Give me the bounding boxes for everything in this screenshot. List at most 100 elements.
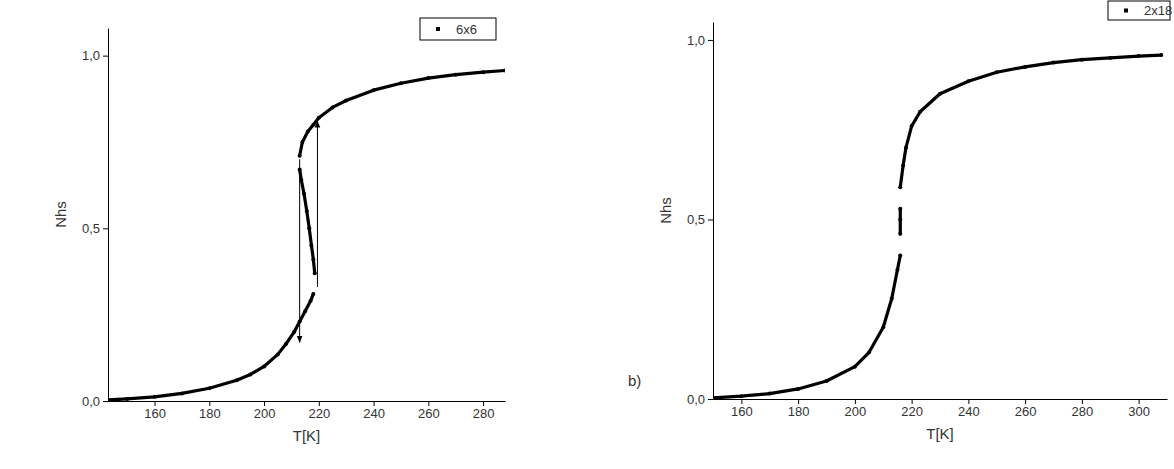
- x-tick-label: 200: [845, 404, 867, 419]
- x-tick: 160: [144, 401, 166, 421]
- y-tick-mark: [708, 399, 713, 400]
- x-tick: 200: [845, 399, 867, 419]
- x-tick-label: 300: [1128, 404, 1150, 419]
- x-tick: 200: [254, 401, 276, 421]
- y-tick: 0,5: [82, 221, 108, 236]
- data-point: [262, 364, 266, 368]
- x-tick: 240: [958, 399, 980, 419]
- y-tick-label: 1,0: [82, 48, 100, 63]
- series-line: [713, 55, 1161, 398]
- y-tick-label: 0,5: [82, 221, 100, 236]
- x-tick: 160: [731, 399, 753, 419]
- y-tick: 0,0: [687, 392, 713, 407]
- data-point: [768, 392, 772, 396]
- data-point: [995, 70, 999, 74]
- arrow: [299, 159, 300, 342]
- legend-symbol: [436, 27, 440, 31]
- data-point: [292, 330, 296, 334]
- data-point: [317, 116, 321, 120]
- series-line: [108, 70, 505, 399]
- data-point: [454, 73, 458, 77]
- y-tick: 1,0: [82, 48, 108, 63]
- data-point: [311, 292, 315, 296]
- data-point: [153, 395, 157, 399]
- data-point: [1137, 54, 1141, 58]
- x-axis-title: T[K]: [293, 427, 321, 444]
- data-point: [311, 123, 315, 127]
- data-point: [1080, 58, 1084, 62]
- x-tick-label: 240: [363, 406, 385, 421]
- data-point: [108, 398, 110, 401]
- data-point: [276, 352, 280, 356]
- arrow: [317, 121, 318, 287]
- x-tick-label: 180: [199, 406, 221, 421]
- data-point: [284, 342, 288, 346]
- data-point: [306, 130, 310, 134]
- x-tick: 180: [199, 401, 221, 421]
- data-point: [372, 88, 376, 92]
- data-point: [311, 257, 315, 261]
- x-axis-line: [109, 401, 506, 402]
- x-tick-label: 220: [308, 406, 330, 421]
- data-point: [881, 325, 885, 329]
- data-point: [898, 185, 902, 189]
- data-point: [898, 207, 902, 211]
- data-point: [481, 70, 485, 74]
- data-point: [300, 140, 304, 144]
- legend-box: [420, 18, 496, 40]
- x-tick-label: 160: [731, 404, 753, 419]
- data-point: [918, 110, 922, 114]
- data-point: [853, 365, 857, 369]
- y-axis-line: [713, 23, 714, 400]
- data-point: [895, 268, 899, 272]
- data-point: [713, 396, 715, 399]
- y-tick-mark: [103, 228, 108, 229]
- data-point: [207, 386, 211, 390]
- data-point: [248, 372, 252, 376]
- data-point: [331, 105, 335, 109]
- x-tick-label: 280: [473, 406, 495, 421]
- data-point: [825, 379, 829, 383]
- data-point: [180, 391, 184, 395]
- x-tick-label: 220: [901, 404, 923, 419]
- y-axis-line: [108, 29, 109, 402]
- x-tick-label: 160: [144, 406, 166, 421]
- x-tick: 280: [473, 401, 495, 421]
- data-point: [503, 68, 505, 72]
- x-tick-label: 280: [1072, 404, 1094, 419]
- x-tick-label: 200: [254, 406, 276, 421]
- data-point: [399, 81, 403, 85]
- chart: 1601802002202402602803000,00,51,0T[K]Nhs…: [628, 1, 1172, 442]
- x-tick: 220: [308, 401, 330, 421]
- data-point: [1159, 53, 1163, 57]
- data-point: [305, 209, 309, 213]
- data-point: [1052, 61, 1056, 65]
- x-tick: 240: [363, 401, 385, 421]
- data-point: [344, 99, 348, 103]
- data-point: [125, 397, 129, 401]
- y-tick-mark: [708, 219, 713, 220]
- data-point: [235, 378, 239, 382]
- x-tick: 260: [418, 401, 440, 421]
- y-tick-mark: [708, 40, 713, 41]
- y-axis-title: Nhs: [657, 197, 674, 224]
- y-axis: 0,0 0,5 1,0: [687, 23, 714, 407]
- data-point: [298, 154, 302, 158]
- data-point: [302, 192, 306, 196]
- y-tick: 0,5: [687, 212, 713, 227]
- y-tick-label: 0,5: [687, 212, 705, 227]
- x-axis: 160180200220240260280300: [714, 399, 1168, 419]
- legend-symbol: [1124, 9, 1128, 13]
- data-point: [739, 394, 743, 398]
- data-point: [901, 164, 905, 168]
- y-tick-label: 1,0: [687, 33, 705, 48]
- x-tick-label: 180: [788, 404, 810, 419]
- data-point: [307, 226, 311, 230]
- legend: 6x6: [420, 18, 496, 40]
- x-tick: 280: [1072, 399, 1094, 419]
- data-point: [1108, 56, 1112, 60]
- y-axis: 0,00,51,0: [82, 29, 109, 409]
- data-point: [904, 146, 908, 150]
- panel-label: b): [628, 372, 641, 389]
- y-axis-title: Nhs: [52, 201, 69, 228]
